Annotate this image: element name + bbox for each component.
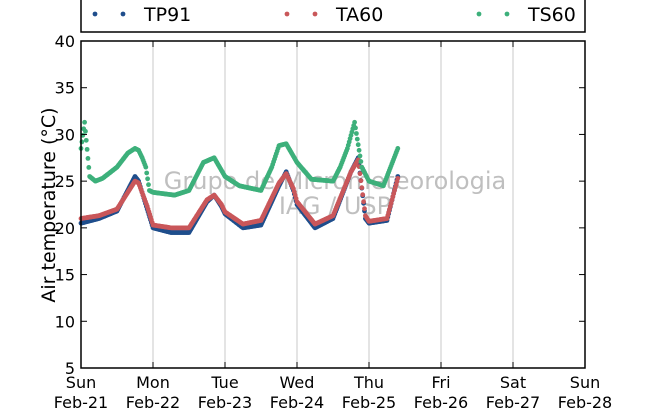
data-point [83,128,88,134]
data-point [143,164,149,170]
data-point [395,175,401,181]
legend-frame [80,0,586,33]
series-ta60 [78,157,401,231]
axis-ticks [80,40,586,369]
x-tick-date: Feb-24 [270,393,324,409]
y-tick-label: 15 [55,266,75,285]
x-tick-day: Fri [431,373,450,392]
x-tick-day: Wed [280,373,315,392]
x-tick-labels: SunFeb-21MonFeb-22TueFeb-23WedFeb-24ThuF… [54,373,612,409]
data-point [353,125,358,131]
legend-label: TP91 [143,4,191,26]
x-tick-date: Feb-27 [486,393,540,409]
data-point [145,176,151,182]
x-tick-day: Tue [210,373,238,392]
data-point [86,165,92,170]
legend-marker [284,11,290,17]
series-layer [78,119,401,235]
data-point [358,178,364,184]
y-tick-label: 10 [55,312,75,331]
data-point [356,147,362,153]
data-point [146,182,151,188]
legend-item-tp91: TP91 [92,4,191,26]
x-tick-day: Thu [353,373,384,392]
legend-item-ta60: TA60 [284,4,383,26]
data-point [360,192,366,198]
data-point [83,137,89,143]
data-point [144,170,150,176]
x-tick-date: Feb-26 [414,393,468,409]
data-point [85,156,91,161]
x-tick-date: Feb-23 [198,393,252,409]
data-point [395,146,401,151]
legend-marker [120,11,126,17]
data-point [357,153,363,159]
y-tick-label: 35 [55,79,75,98]
plot-frame [80,40,586,369]
data-point [79,139,85,145]
data-point [82,119,87,125]
y-tick-label: 25 [55,172,75,191]
data-point [358,159,364,164]
data-point [361,199,366,205]
x-tick-date: Feb-28 [558,393,612,409]
series-ts60 [78,119,401,198]
x-tick-day: Mon [136,373,170,392]
y-tick-label: 30 [55,125,75,144]
x-tick-day: Sun [570,373,600,392]
y-tick-label: 20 [55,219,75,238]
y-axis-label: Air temperature (°C) [38,107,60,302]
legend-item-ts60: TS60 [476,4,576,26]
plot-background [81,41,585,368]
data-point [355,142,361,148]
legend-marker [92,11,98,17]
x-tick-date: Feb-25 [342,393,396,409]
data-point [84,146,90,152]
legend-label: TS60 [527,4,576,26]
legend-label: TA60 [335,4,383,26]
data-point [354,131,359,136]
data-point [354,136,360,142]
y-tick-labels: 5 10 15 20 25 30 35 40 [55,32,75,378]
y-tick-label: 5 [65,359,75,378]
y-tick-label: 40 [55,32,75,51]
legend-marker [476,11,482,17]
legend: TP91 TA60 TS60 [80,0,586,33]
data-point [362,206,367,212]
data-point [357,171,363,177]
legend-marker [312,11,318,17]
x-tick-day: Sat [500,373,526,392]
data-point [359,185,365,191]
data-point [352,119,357,125]
x-tick-date: Feb-21 [54,393,108,409]
plot-area: Grupo de Micrometeorologia IAG / USP [78,40,586,369]
legend-marker [504,11,510,17]
x-tick-day: Sun [66,373,96,392]
x-tick-date: Feb-22 [126,393,180,409]
